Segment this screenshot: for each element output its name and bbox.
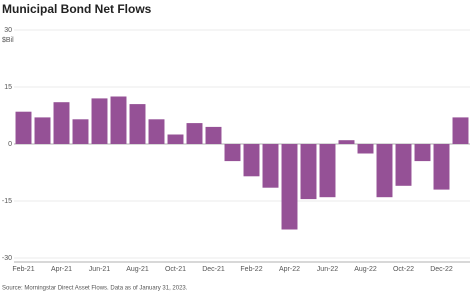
bar <box>224 144 241 162</box>
bar <box>53 102 70 144</box>
bar <box>262 144 279 188</box>
x-tick-label: Feb-22 <box>240 266 262 273</box>
x-tick-label: Dec-22 <box>430 266 453 273</box>
x-tick-label: Apr-21 <box>51 266 72 273</box>
bar <box>148 119 165 144</box>
bar <box>34 117 51 144</box>
bar <box>205 126 222 144</box>
bar <box>452 117 469 144</box>
x-tick-label: Feb-21 <box>12 266 34 273</box>
x-tick-label: Jun-21 <box>89 266 111 273</box>
bar <box>72 119 89 144</box>
bar <box>91 98 108 144</box>
bar <box>376 144 393 198</box>
x-tick-label: Dec-21 <box>202 266 225 273</box>
bar <box>395 144 412 186</box>
bar <box>281 144 298 230</box>
y-tick-label: 15 <box>4 84 12 91</box>
bar <box>15 111 32 144</box>
bar <box>357 144 374 154</box>
bar <box>167 134 184 144</box>
bar <box>433 144 450 190</box>
y-tick-label: 30 <box>4 27 12 34</box>
x-tick-label: Aug-22 <box>354 266 377 273</box>
x-tick-label: Oct-21 <box>165 266 186 273</box>
bar <box>414 144 431 162</box>
source: Source: Morningstar Direct Asset Flows. … <box>2 286 188 292</box>
bar <box>129 104 146 144</box>
x-tick-label: Oct-22 <box>393 266 414 273</box>
x-tick-label: Jun-22 <box>317 266 339 273</box>
bar <box>186 123 203 144</box>
y-tick-label: 0 <box>8 141 12 148</box>
y-unit: $Bil <box>2 37 14 44</box>
bar <box>338 140 355 144</box>
y-tick-label: -15 <box>2 198 12 205</box>
y-tick-label: -30 <box>2 255 12 262</box>
bar <box>319 144 336 198</box>
bar <box>243 144 260 177</box>
bar <box>110 96 127 144</box>
bar <box>300 144 317 200</box>
x-tick-label: Apr-22 <box>279 266 300 273</box>
chart-title: Municipal Bond Net Flows <box>2 2 152 16</box>
x-tick-label: Aug-21 <box>126 266 149 273</box>
